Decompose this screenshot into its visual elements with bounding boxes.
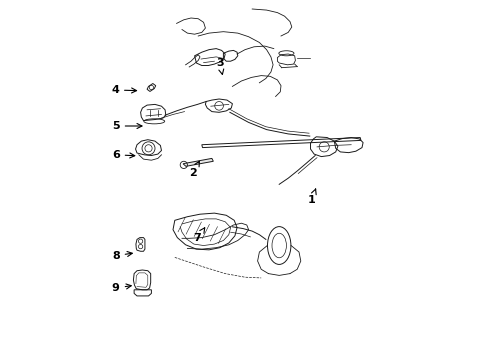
Text: 3: 3 xyxy=(216,58,224,75)
Text: 7: 7 xyxy=(194,228,205,243)
Text: 6: 6 xyxy=(112,150,135,160)
Polygon shape xyxy=(183,158,213,166)
Text: 8: 8 xyxy=(112,251,132,261)
Text: 9: 9 xyxy=(112,283,131,293)
Text: 2: 2 xyxy=(189,161,199,178)
Text: 5: 5 xyxy=(112,121,142,131)
Text: 4: 4 xyxy=(111,85,137,95)
Text: 1: 1 xyxy=(308,189,316,205)
